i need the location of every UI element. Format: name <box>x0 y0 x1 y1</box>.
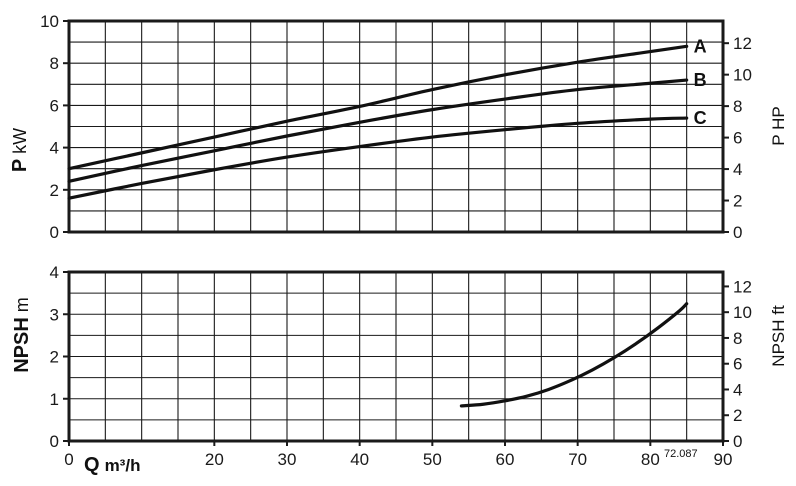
npsh-ft-axis-label: NPSH ft <box>769 305 788 367</box>
npsh-curve <box>459 302 689 408</box>
npsh-right-tick-label: 12 <box>733 277 752 296</box>
curve-label-c: C <box>694 108 707 128</box>
x-tick-label: 80 <box>641 450 660 469</box>
power-plot-frame <box>67 19 725 234</box>
power-right-tick-label: 4 <box>733 160 742 179</box>
x-tick-label: 50 <box>423 450 442 469</box>
x-tick-label: 40 <box>350 450 369 469</box>
npsh-left-tick-label: 4 <box>50 263 59 282</box>
power-right-tick-label: 12 <box>733 34 752 53</box>
power-left-tick-label: 8 <box>50 54 59 73</box>
npsh-right-tick-label: 6 <box>733 355 742 374</box>
power-left-tick-label: 6 <box>50 96 59 115</box>
power-right-tick-label: 6 <box>733 129 742 148</box>
figure-code: 72.087 <box>664 448 698 460</box>
x-tick-label: 90 <box>714 450 733 469</box>
x-tick-label: 70 <box>568 450 587 469</box>
npsh-right-tick-label: 2 <box>733 406 742 425</box>
power-panel: 0 2 4 6 8 10 0 2 4 6 8 10 12 ABC <box>40 12 752 242</box>
x-tick-label: 20 <box>205 450 224 469</box>
curve-a <box>67 44 689 171</box>
power-left-tick-label: 4 <box>50 139 59 158</box>
npsh-right-tick-label: 0 <box>733 432 742 451</box>
curve-b <box>67 78 689 183</box>
power-axis-label: PkW <box>9 128 31 172</box>
x-tick-label: 30 <box>278 450 297 469</box>
power-hp-axis-label: P HP <box>769 106 788 145</box>
power-right-tick-label: 8 <box>733 97 742 116</box>
curve-c <box>67 116 689 200</box>
curve-label-a: A <box>694 36 707 56</box>
power-left-tick-label: 0 <box>50 223 59 242</box>
x-tick-label: 60 <box>496 450 515 469</box>
power-right-tick-label: 0 <box>733 223 742 242</box>
power-left-tick-label: 10 <box>40 12 59 31</box>
curve-label-b: B <box>694 70 707 90</box>
npsh-left-tick-label: 1 <box>50 390 59 409</box>
npsh-axis-label: NPSHm <box>11 297 33 373</box>
npsh-right-tick-label: 8 <box>733 329 742 348</box>
npsh-left-tick-label: 3 <box>50 305 59 324</box>
power-right-tick-label: 2 <box>733 192 742 211</box>
x-tick-label: 0 <box>64 450 73 469</box>
npsh-left-tick-label: 2 <box>50 348 59 367</box>
npsh-right-tick-label: 4 <box>733 380 742 399</box>
npsh-right-tick-label: 10 <box>733 303 752 322</box>
power-left-tick-label: 2 <box>50 181 59 200</box>
npsh-left-tick-label: 0 <box>50 432 59 451</box>
power-right-tick-label: 10 <box>733 66 752 85</box>
